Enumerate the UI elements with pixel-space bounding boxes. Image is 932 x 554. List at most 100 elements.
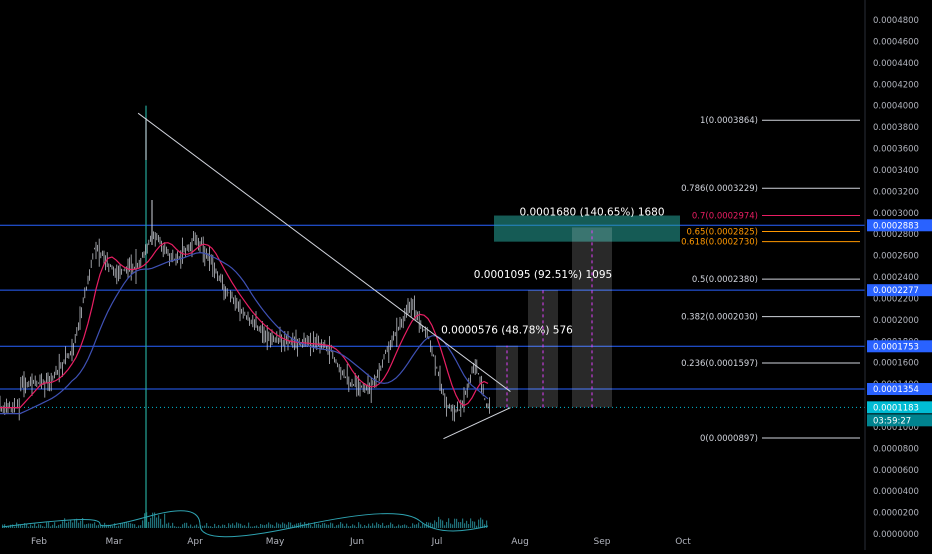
volume-bar — [90, 523, 92, 528]
volume-bar — [94, 522, 96, 528]
fib-level-label: 0.786(0.0003229) — [681, 184, 758, 194]
fib-level-label: 0.618(0.0002730) — [681, 238, 758, 248]
volume-bar — [456, 518, 458, 528]
trendlines[interactable] — [137, 112, 511, 440]
y-axis-tick-label: 0.0004800 — [873, 16, 919, 26]
volume-bar — [120, 523, 122, 528]
volume-bar — [240, 523, 242, 528]
volume-bar — [274, 526, 276, 528]
volume-bar — [132, 523, 134, 528]
volume-bar — [386, 525, 388, 528]
volume-bar — [332, 523, 334, 528]
volume-bar — [326, 524, 328, 528]
price-level-badge-label: 0.0002883 — [873, 221, 919, 231]
projection-box[interactable] — [528, 290, 558, 408]
y-axis-tick-label: 0.0000600 — [873, 466, 919, 476]
volume-bar — [214, 523, 216, 528]
y-axis-tick-label: 0.0004000 — [873, 102, 919, 112]
volume-bar — [314, 522, 316, 528]
volume-bar — [422, 523, 424, 528]
volume-bar — [364, 525, 366, 528]
volume-bar — [72, 522, 74, 528]
fib-level-label: 0.5(0.0002380) — [692, 275, 758, 285]
volume-bar — [218, 524, 220, 528]
fibonacci-retracement[interactable]: 1(0.0003864) 0.786(0.0003229) 0.7(0.000297… — [494, 116, 860, 444]
y-axis-tick-label: 0.0002600 — [873, 252, 919, 262]
volume-bar — [20, 524, 22, 528]
volume-bar — [66, 522, 68, 528]
ascending-support-trendline[interactable] — [443, 407, 511, 440]
volume-bar — [34, 523, 36, 528]
volume-bar — [222, 524, 224, 528]
target-zone[interactable] — [494, 215, 680, 242]
descending-resistance-trendline[interactable] — [137, 112, 511, 392]
volume-bar — [328, 524, 330, 528]
volume-bar — [50, 526, 52, 528]
volume-bar — [264, 525, 266, 528]
volume-bar — [248, 522, 250, 528]
volume-bar — [190, 524, 192, 528]
projection-boxes[interactable]: 0.0000576 (48.78%) 576 0.0001095 (92.51%)… — [441, 206, 665, 408]
price-level-badge[interactable] — [867, 284, 932, 297]
volume-bar — [124, 522, 126, 528]
volume-bar — [358, 522, 360, 528]
volume-bar — [150, 517, 152, 528]
volume-bar — [474, 521, 476, 528]
volume-bar — [4, 524, 6, 528]
volume-bar — [260, 523, 262, 528]
volume-bar — [52, 524, 54, 528]
y-axis-tick-label: 0.0000400 — [873, 487, 919, 497]
y-axis[interactable]: 0.0004800 0.0004600 0.0004400 0.0004200 0.00… — [864, 0, 932, 550]
volume-bar — [44, 526, 46, 528]
volume-bar — [338, 524, 340, 528]
price-level-badge[interactable] — [867, 340, 932, 353]
volume-bar — [302, 524, 304, 528]
volume-bar — [28, 526, 30, 528]
volume-bar — [206, 523, 208, 528]
volume-bar — [138, 525, 140, 528]
current-price-badge[interactable] — [867, 401, 932, 414]
volume-bar — [362, 526, 364, 528]
volume-bar — [84, 524, 86, 528]
horizontal-levels[interactable] — [0, 224, 865, 408]
volume-bar — [254, 526, 256, 528]
volume-bar — [390, 522, 392, 528]
volume-bar — [472, 521, 474, 528]
volume-bar — [480, 517, 482, 528]
volume-bar — [286, 524, 288, 528]
volume-bar — [86, 524, 88, 528]
price-series[interactable] — [0, 118, 491, 422]
volume-bar — [244, 525, 246, 528]
y-axis-tick-label: 0.0002400 — [873, 273, 919, 283]
volume-bar — [360, 524, 362, 528]
volume-bar — [164, 513, 166, 528]
price-level-badge[interactable] — [867, 219, 932, 232]
volume-bar — [392, 524, 394, 528]
volume-bar — [378, 524, 380, 528]
volume-bar — [48, 522, 50, 528]
volume-bar — [352, 524, 354, 528]
volume-average-line — [1, 510, 489, 538]
fib-level-label: 0.382(0.0002030) — [681, 313, 758, 323]
volume-bar — [402, 524, 404, 528]
y-axis-tick-label: 0.0001000 — [873, 423, 919, 433]
volume-bar — [142, 520, 144, 528]
price-level-badge[interactable] — [867, 383, 932, 396]
volume-bar — [292, 524, 294, 528]
volume-bar — [290, 522, 292, 528]
projection-box[interactable] — [572, 227, 612, 408]
volume-bar — [64, 518, 66, 528]
volume-bar — [180, 526, 182, 528]
volume-bar — [152, 512, 154, 528]
x-axis[interactable]: Feb Mar Apr May Jun Jul Aug Sep Oct — [31, 537, 691, 547]
volume-bar — [266, 524, 268, 528]
volume-bar — [322, 523, 324, 528]
x-axis-tick-label: Jul — [431, 537, 443, 547]
volume-pane — [1, 105, 489, 538]
volume-bar — [234, 525, 236, 528]
volume-bar — [316, 524, 318, 528]
volume-bar — [380, 525, 382, 528]
